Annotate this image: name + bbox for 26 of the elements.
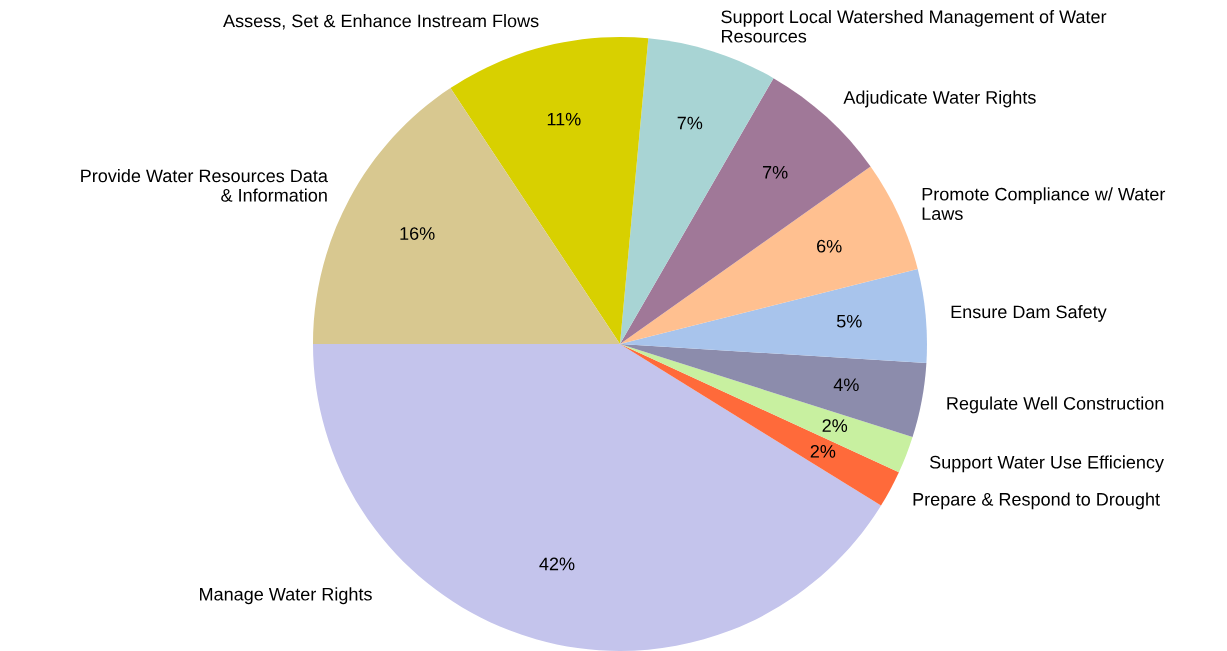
slice-label: Adjudicate Water Rights	[843, 90, 1036, 108]
slice-label: Support Local Watershed Management of Water Resources	[721, 9, 1107, 43]
slice-label: Provide Water Resources Data & Information	[81, 169, 328, 202]
data-label: 6%	[817, 239, 842, 253]
data-label: 42%	[539, 557, 575, 571]
data-label: 4%	[833, 378, 859, 392]
slice-label: Regulate Well Construction	[947, 396, 1164, 414]
pie-slice	[620, 269, 927, 363]
slice-label: Prepare & Respond to Drought	[913, 492, 1160, 510]
pie-slice	[620, 344, 927, 438]
pie-slice	[450, 37, 649, 344]
slice-label: Assess, Set & Enhance Instream Flows	[223, 14, 539, 30]
slice-label: Manage Water Rights	[200, 587, 372, 605]
data-label: 2%	[822, 419, 848, 432]
data-label: 16%	[400, 227, 435, 240]
data-label: 5%	[836, 314, 862, 328]
data-label: 11%	[547, 112, 581, 126]
slice-label: Ensure Dam Safety	[951, 305, 1107, 322]
data-label: 7%	[677, 116, 703, 130]
slice-label: Support Water Use Efficiency	[929, 455, 1164, 473]
slice-label: Promote Compliance w/ Water Laws	[922, 187, 1166, 220]
pie-slice	[620, 344, 899, 506]
data-label: 7%	[763, 165, 788, 179]
pie-slice	[620, 166, 918, 344]
pie-slice	[620, 344, 913, 473]
data-label: 2%	[810, 444, 836, 458]
